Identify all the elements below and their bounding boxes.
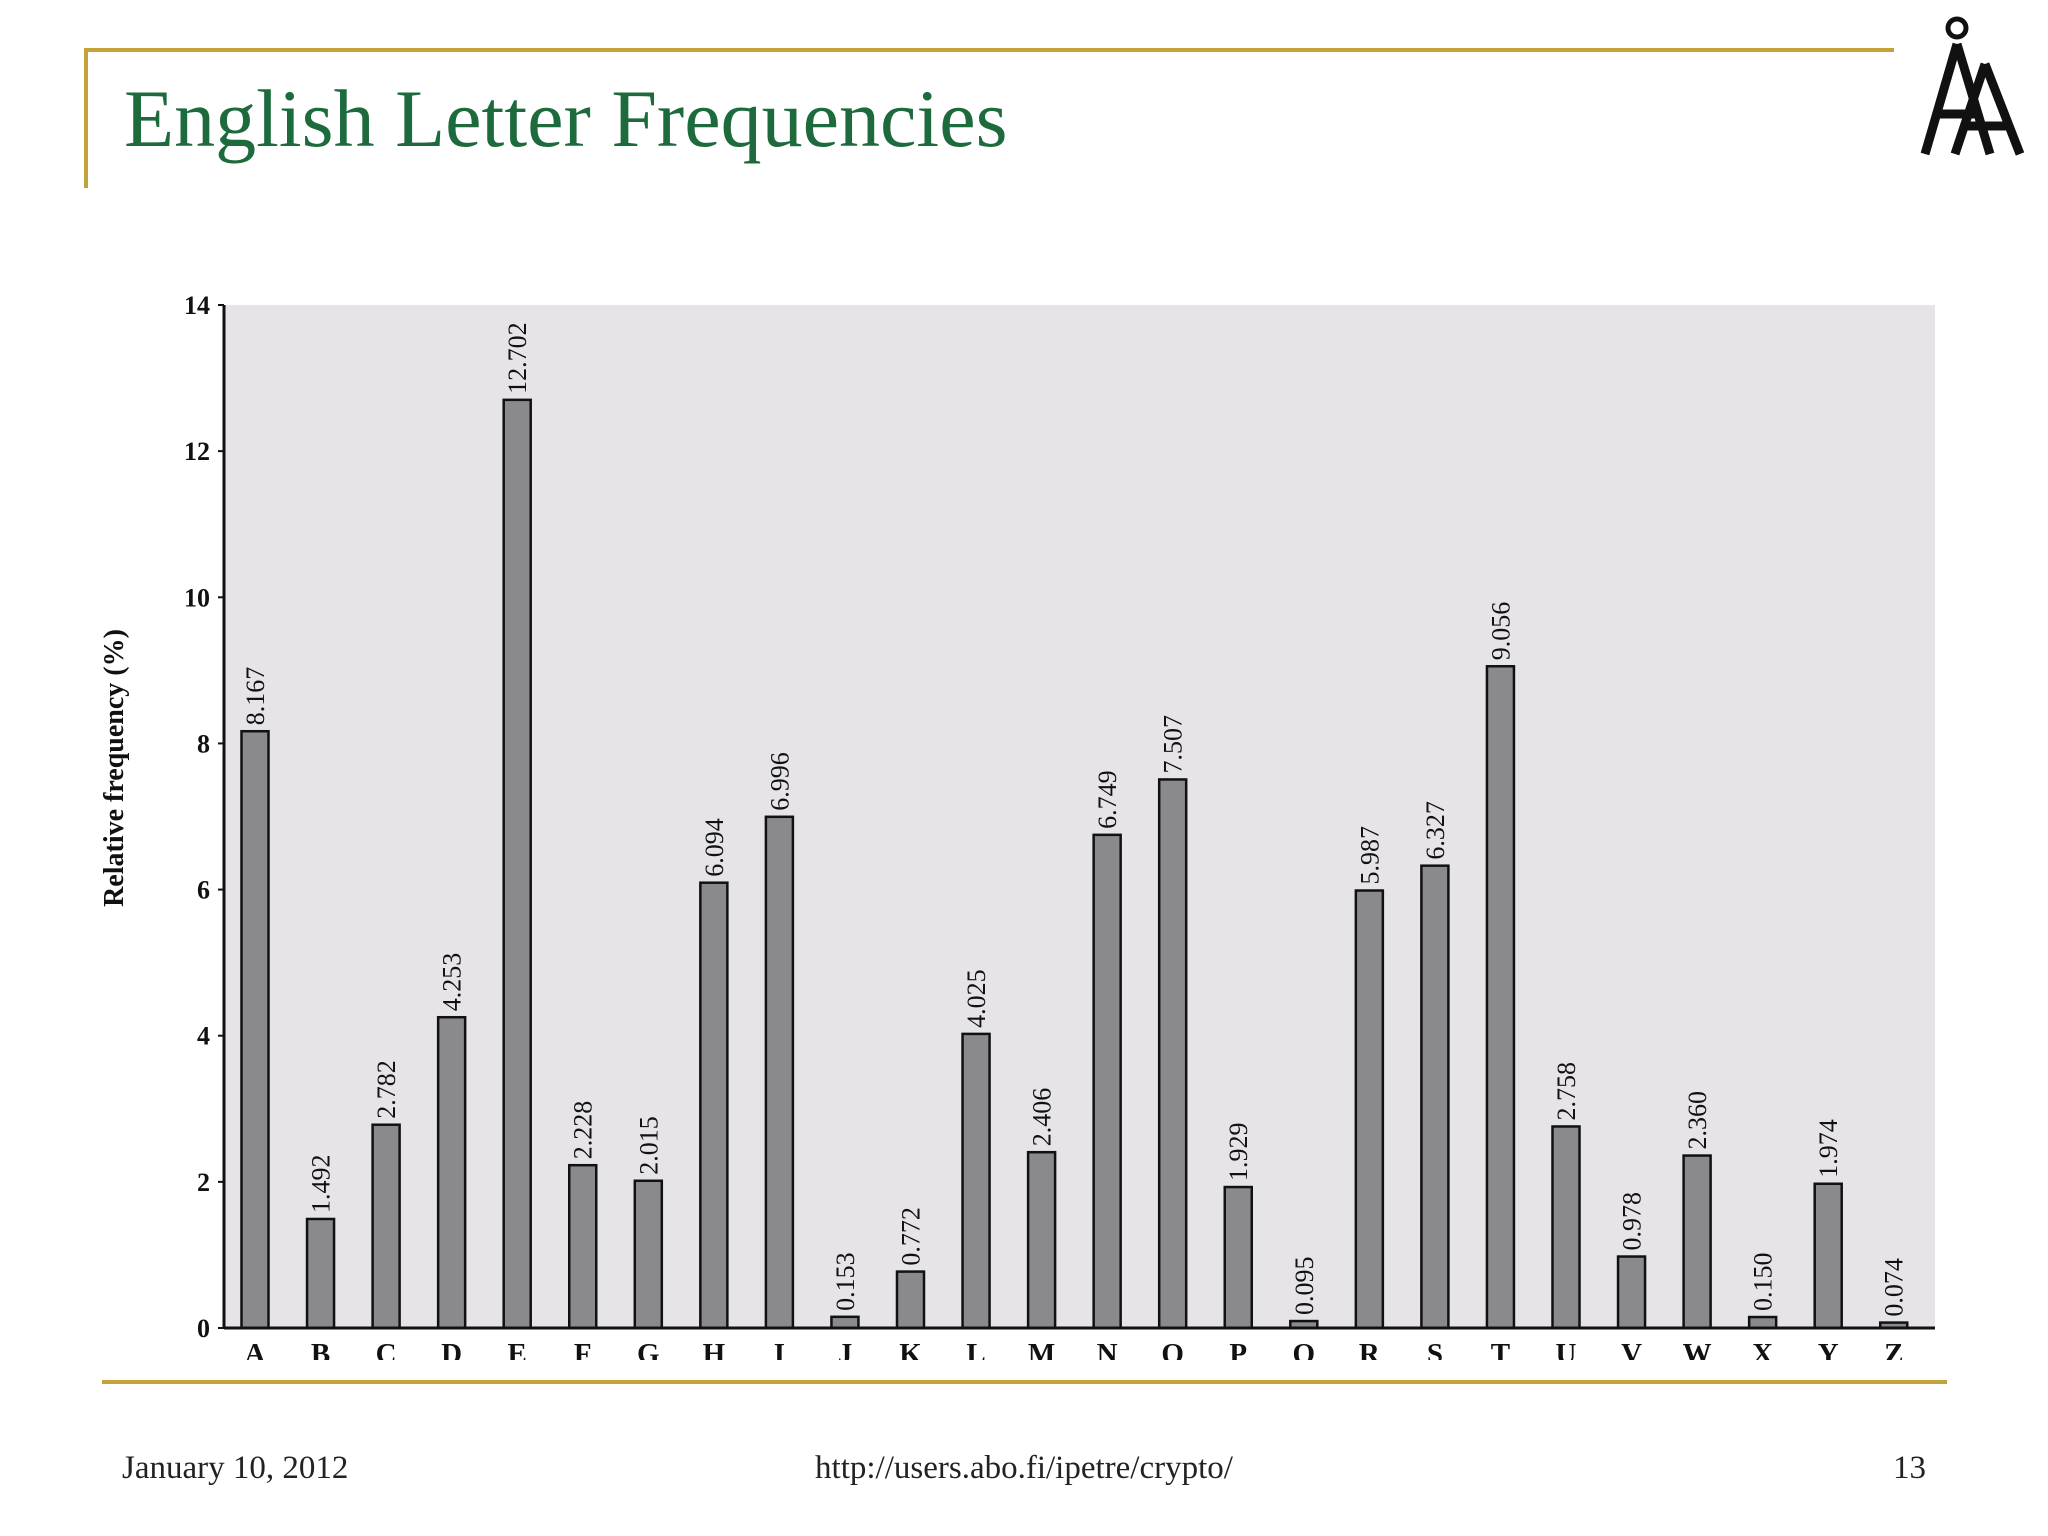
x-tick-label-A: A bbox=[245, 1338, 266, 1360]
data-label-T: 9.056 bbox=[1486, 602, 1515, 661]
x-tick-label-N: N bbox=[1097, 1338, 1118, 1360]
data-label-I: 6.996 bbox=[765, 752, 794, 811]
x-tick-label-V: V bbox=[1621, 1338, 1642, 1360]
y-tick-label: 8 bbox=[197, 729, 210, 758]
x-tick-label-M: M bbox=[1028, 1338, 1055, 1360]
bar-K bbox=[895, 1270, 926, 1330]
data-label-R: 5.987 bbox=[1355, 826, 1384, 885]
data-label-D: 4.253 bbox=[438, 953, 467, 1012]
bar-I bbox=[764, 815, 795, 1330]
data-label-L: 4.025 bbox=[962, 969, 991, 1027]
x-tick-label-F: F bbox=[574, 1338, 592, 1360]
bar-Y bbox=[1813, 1182, 1843, 1330]
x-tick-label-Y: Y bbox=[1818, 1338, 1839, 1360]
x-tick-label-H: H bbox=[703, 1338, 726, 1360]
data-label-N: 6.749 bbox=[1093, 770, 1122, 829]
x-tick-label-E: E bbox=[508, 1338, 527, 1360]
x-ticks-layer: A B C D E F G H I J K L M N O P Q R S T U V W X Y Z bbox=[245, 1338, 1904, 1360]
title-accent-rule-left bbox=[84, 48, 88, 188]
bar-H bbox=[699, 881, 729, 1330]
data-label-X: 0.150 bbox=[1749, 1253, 1778, 1312]
x-tick-label-J: J bbox=[838, 1338, 853, 1360]
bar-F bbox=[568, 1163, 598, 1330]
data-label-J: 0.153 bbox=[831, 1252, 860, 1311]
bar-C bbox=[371, 1123, 401, 1330]
bar-X bbox=[1747, 1315, 1778, 1330]
plot-background bbox=[224, 305, 1935, 1328]
bar-S bbox=[1420, 864, 1450, 1330]
y-tick-label: 4 bbox=[197, 1022, 210, 1051]
data-label-O: 7.507 bbox=[1159, 715, 1188, 774]
bar-T bbox=[1485, 665, 1516, 1330]
x-tick-label-G: G bbox=[637, 1338, 660, 1360]
x-tick-label-Z: Z bbox=[1884, 1338, 1903, 1360]
x-tick-label-U: U bbox=[1556, 1338, 1577, 1360]
y-tick-label: 10 bbox=[184, 583, 210, 612]
footer-date: January 10, 2012 bbox=[122, 1450, 349, 1486]
data-label-A: 8.167 bbox=[241, 667, 270, 726]
y-tick-label: 6 bbox=[197, 876, 210, 905]
x-tick-label-R: R bbox=[1359, 1338, 1381, 1360]
bars-layer: 8.167 1.492 2.782 4.253 12.702 2.228 2.015 6.09… bbox=[240, 322, 1909, 1330]
data-label-F: 2.228 bbox=[569, 1101, 598, 1160]
y-axis-label: Relative frequency (%) bbox=[99, 629, 130, 907]
letter-frequency-chart: 8.167 1.492 2.782 4.253 12.702 2.228 2.015 6.09… bbox=[99, 291, 1935, 1360]
footer-url: http://users.abo.fi/ipetre/crypto/ bbox=[815, 1450, 1233, 1486]
data-label-V: 0.978 bbox=[1618, 1192, 1647, 1251]
y-tick-label: 2 bbox=[197, 1168, 210, 1197]
footer-page-number: 13 bbox=[1893, 1450, 1926, 1486]
data-label-B: 1.492 bbox=[307, 1154, 336, 1213]
data-label-K: 0.772 bbox=[897, 1207, 926, 1266]
y-tick-label: 12 bbox=[184, 437, 210, 466]
data-label-W: 2.360 bbox=[1683, 1091, 1712, 1150]
bar-R bbox=[1354, 889, 1385, 1330]
x-tick-label-S: S bbox=[1427, 1338, 1443, 1360]
abo-akademi-logo-icon bbox=[1920, 16, 2025, 156]
bar-P bbox=[1223, 1185, 1253, 1330]
x-tick-label-W: W bbox=[1683, 1338, 1712, 1360]
bar-E bbox=[502, 398, 532, 1330]
x-tick-label-P: P bbox=[1229, 1338, 1247, 1360]
footer-accent-rule bbox=[102, 1380, 1947, 1384]
data-label-H: 6.094 bbox=[700, 818, 729, 877]
y-tick-label: 0 bbox=[197, 1314, 210, 1343]
x-tick-label-B: B bbox=[311, 1338, 330, 1360]
data-label-E: 12.702 bbox=[503, 322, 532, 394]
x-tick-label-K: K bbox=[899, 1338, 922, 1360]
bar-J bbox=[830, 1315, 860, 1330]
bar-V bbox=[1616, 1255, 1647, 1330]
bar-A bbox=[240, 729, 270, 1330]
data-label-U: 2.758 bbox=[1552, 1062, 1581, 1121]
x-tick-label-I: I bbox=[774, 1338, 785, 1360]
x-tick-label-O: O bbox=[1161, 1338, 1184, 1360]
bar-B bbox=[305, 1217, 336, 1330]
data-label-P: 1.929 bbox=[1224, 1123, 1253, 1182]
title-accent-rule-top bbox=[84, 48, 1894, 52]
bar-M bbox=[1026, 1150, 1057, 1330]
bar-O bbox=[1157, 778, 1188, 1330]
data-label-M: 2.406 bbox=[1028, 1088, 1057, 1147]
y-tick-label: 14 bbox=[184, 291, 210, 320]
bar-L bbox=[961, 1032, 991, 1330]
data-label-S: 6.327 bbox=[1421, 801, 1450, 860]
x-tick-label-L: L bbox=[966, 1338, 985, 1360]
bar-G bbox=[633, 1179, 664, 1330]
x-tick-label-Q: Q bbox=[1293, 1338, 1316, 1360]
y-ticks-layer: 0 2 4 6 8 10 12 14 bbox=[184, 291, 224, 1343]
bar-N bbox=[1092, 833, 1122, 1330]
x-tick-label-X: X bbox=[1752, 1338, 1773, 1360]
bar-D bbox=[436, 1015, 467, 1330]
bar-W bbox=[1682, 1154, 1712, 1330]
x-tick-label-D: D bbox=[441, 1338, 462, 1360]
data-label-Z: 0.074 bbox=[1880, 1258, 1909, 1317]
data-label-C: 2.782 bbox=[372, 1060, 401, 1119]
x-tick-label-C: C bbox=[376, 1338, 397, 1360]
data-label-Q: 0.095 bbox=[1290, 1257, 1319, 1316]
data-label-G: 2.015 bbox=[634, 1116, 663, 1175]
slide-title: English Letter Frequencies bbox=[124, 73, 1008, 164]
bar-U bbox=[1551, 1125, 1581, 1330]
x-tick-label-T: T bbox=[1491, 1338, 1510, 1360]
data-label-Y: 1.974 bbox=[1814, 1119, 1843, 1178]
